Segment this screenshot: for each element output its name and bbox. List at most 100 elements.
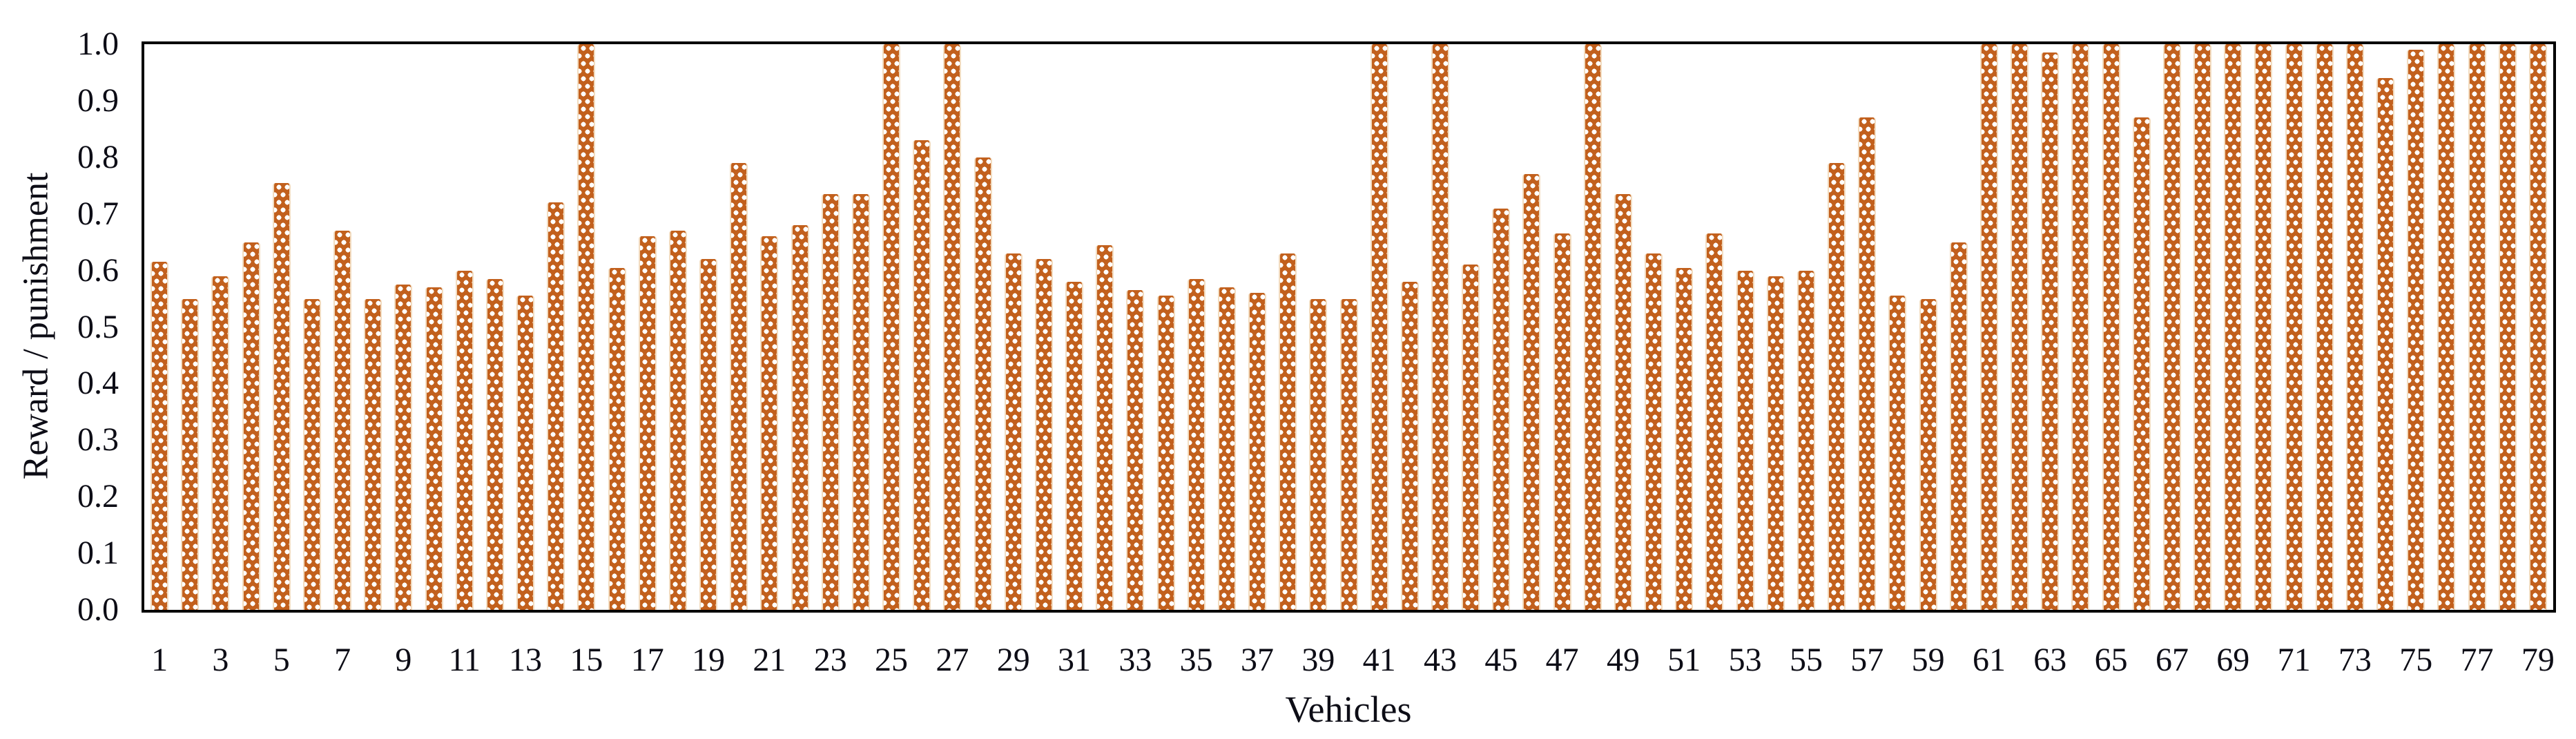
x-tick-label-35: 35 [1179, 642, 1213, 678]
x-tick-label-37: 37 [1241, 642, 1274, 678]
bar-14 [547, 202, 565, 610]
bar-27 [943, 44, 962, 610]
bar-68 [2194, 44, 2212, 610]
bar-49 [1614, 194, 1632, 610]
x-tick-label-13: 13 [509, 642, 543, 678]
x-tick-label-43: 43 [1423, 642, 1457, 678]
y-tick-label-0.2: 0.2 [77, 478, 119, 515]
bar-24 [851, 194, 870, 610]
bar-65 [2102, 44, 2120, 610]
bar-57 [1858, 117, 1877, 610]
bar-12 [485, 278, 504, 610]
x-tick-label-31: 31 [1058, 642, 1092, 678]
bar-36 [1217, 287, 1236, 610]
x-tick-label-19: 19 [692, 642, 726, 678]
x-tick-label-15: 15 [570, 642, 603, 678]
bar-15 [577, 44, 596, 610]
x-tick-label-55: 55 [1789, 642, 1823, 678]
bar-56 [1828, 163, 1846, 610]
bar-25 [882, 44, 901, 610]
bar-2 [181, 298, 200, 610]
bar-26 [913, 140, 931, 610]
bar-71 [2285, 44, 2303, 610]
y-tick-label-0.7: 0.7 [77, 195, 119, 232]
bar-44 [1462, 265, 1480, 610]
bar-69 [2224, 44, 2243, 610]
bar-64 [2071, 44, 2090, 610]
bar-13 [516, 296, 535, 610]
y-tick-label-1.0: 1.0 [77, 26, 119, 62]
bar-4 [242, 242, 260, 610]
x-tick-label-51: 51 [1667, 642, 1701, 678]
bar-20 [730, 163, 748, 610]
bar-32 [1096, 244, 1114, 610]
bar-38 [1279, 253, 1297, 610]
bar-34 [1156, 296, 1175, 610]
x-tick-label-57: 57 [1850, 642, 1884, 678]
x-tick-label-27: 27 [936, 642, 969, 678]
bar-50 [1645, 253, 1663, 610]
bar-53 [1736, 270, 1754, 610]
x-tick-label-53: 53 [1728, 642, 1762, 678]
x-tick-label-65: 65 [2094, 642, 2128, 678]
y-tick-label-0.4: 0.4 [77, 365, 119, 402]
bar-40 [1339, 298, 1358, 610]
x-tick-label-75: 75 [2399, 642, 2433, 678]
y-tick-label-0.5: 0.5 [77, 308, 119, 345]
bar-21 [760, 236, 779, 610]
x-tick-label-1: 1 [151, 642, 168, 678]
bar-76 [2437, 44, 2456, 610]
bar-45 [1492, 208, 1511, 610]
bar-22 [791, 225, 809, 610]
bar-72 [2315, 44, 2334, 610]
bar-9 [394, 285, 413, 610]
y-tick-label-0.0: 0.0 [77, 591, 119, 628]
y-tick-label-0.1: 0.1 [77, 535, 119, 572]
x-tick-label-61: 61 [1972, 642, 2006, 678]
bar-52 [1705, 233, 1724, 610]
bar-63 [2041, 52, 2060, 610]
bar-78 [2498, 44, 2517, 610]
x-tick-label-33: 33 [1118, 642, 1152, 678]
bar-41 [1370, 44, 1388, 610]
x-tick-label-11: 11 [448, 642, 481, 678]
bar-67 [2162, 44, 2181, 610]
x-tick-label-47: 47 [1545, 642, 1579, 678]
bar-73 [2345, 44, 2364, 610]
x-tick-label-3: 3 [212, 642, 229, 678]
bar-54 [1766, 276, 1785, 610]
bar-66 [2132, 117, 2151, 610]
bar-39 [1309, 298, 1328, 610]
x-tick-label-39: 39 [1301, 642, 1335, 678]
x-tick-label-49: 49 [1606, 642, 1640, 678]
y-tick-label-0.8: 0.8 [77, 138, 119, 175]
bar-10 [425, 287, 443, 610]
x-tick-label-21: 21 [753, 642, 786, 678]
bar-42 [1400, 281, 1419, 610]
bar-33 [1126, 290, 1145, 610]
bar-1 [151, 262, 169, 610]
bar-23 [821, 194, 840, 610]
bar-58 [1888, 296, 1907, 610]
x-axis-title: Vehicles [1285, 689, 1412, 730]
bar-61 [1979, 44, 1998, 610]
bar-79 [2528, 44, 2547, 610]
x-tick-label-41: 41 [1362, 642, 1396, 678]
x-tick-label-69: 69 [2216, 642, 2250, 678]
bar-48 [1583, 44, 1602, 610]
bar-7 [333, 231, 352, 610]
y-tick-label-0.6: 0.6 [77, 251, 119, 289]
bar-70 [2254, 44, 2273, 610]
x-tick-label-29: 29 [996, 642, 1030, 678]
bar-6 [302, 298, 321, 610]
bar-51 [1675, 267, 1694, 610]
bar-43 [1431, 44, 1449, 610]
plot-area [142, 41, 2556, 613]
x-tick-label-45: 45 [1484, 642, 1518, 678]
bar-17 [638, 236, 657, 610]
x-tick-label-63: 63 [2033, 642, 2067, 678]
x-tick-label-73: 73 [2338, 642, 2372, 678]
x-tick-label-7: 7 [334, 642, 351, 678]
y-tick-label-0.9: 0.9 [77, 81, 119, 119]
